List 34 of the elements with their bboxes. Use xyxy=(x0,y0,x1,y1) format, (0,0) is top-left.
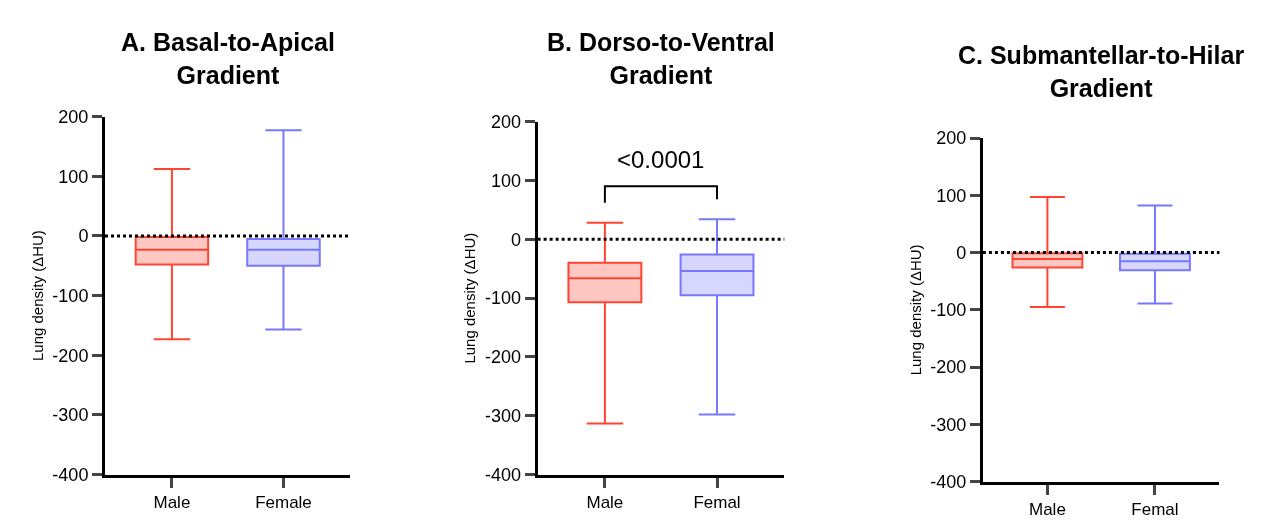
y-tick-label: -400 xyxy=(930,472,967,493)
y-tick-label: 0 xyxy=(956,242,967,263)
annotation: <0.0001 xyxy=(617,146,705,173)
y-tick-label: 100 xyxy=(490,170,522,191)
y-tick-label: 200 xyxy=(490,111,522,132)
chart-title: A. Basal-to-Apical Gradient xyxy=(121,28,335,89)
chart-title: B. Dorso-to-Ventral Gradient xyxy=(547,28,775,89)
y-tick-label: -200 xyxy=(930,357,967,378)
y-axis-title: Lung density (ΔHU) xyxy=(906,244,924,376)
y-axis-title: Lung density (ΔHU) xyxy=(28,230,46,362)
y-tick-label: 100 xyxy=(58,166,89,187)
y-tick-label: -200 xyxy=(484,347,522,368)
x-tick-label: Male xyxy=(153,493,191,513)
x-tick-label: Femal xyxy=(693,493,741,513)
y-axis-title: Lung density (ΔHU) xyxy=(461,232,479,364)
y-tick-label: 100 xyxy=(936,185,967,206)
y-tick-label: -100 xyxy=(930,300,967,321)
x-tick-label: Femal xyxy=(1131,500,1179,520)
y-tick-label: -400 xyxy=(52,464,89,485)
y-tick-label: 0 xyxy=(78,226,89,247)
y-tick-label: -100 xyxy=(484,288,522,309)
y-tick-label: -100 xyxy=(52,285,89,306)
y-tick-label: -200 xyxy=(52,345,89,366)
y-tick-label: -400 xyxy=(484,464,522,485)
y-tick-label: 0 xyxy=(511,229,522,250)
x-tick-label: Female xyxy=(255,493,312,513)
y-tick-label: 200 xyxy=(58,106,89,127)
x-tick-label: Male xyxy=(1028,500,1066,520)
y-tick-label: -300 xyxy=(52,405,89,426)
y-tick-label: -300 xyxy=(930,414,967,435)
chart-title: C. Submantellar-to-Hilar Gradient xyxy=(958,41,1245,102)
y-tick-label: -300 xyxy=(484,406,522,427)
x-tick-label: Male xyxy=(586,493,624,513)
y-tick-label: 200 xyxy=(936,128,967,149)
